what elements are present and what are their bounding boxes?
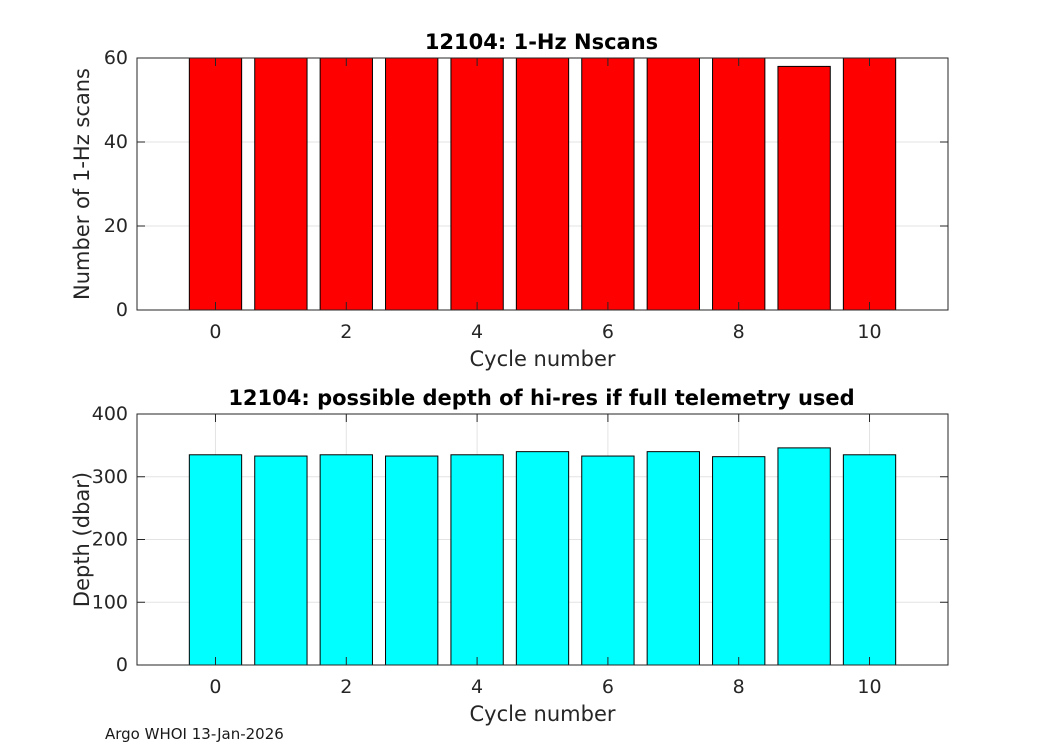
nscans-bar — [581, 57, 635, 311]
nscans-x-tick-label: 0 — [209, 321, 221, 343]
depth-y-tick-label: 100 — [92, 591, 128, 613]
nscans-bar — [385, 57, 439, 311]
nscans-x-tick-label: 4 — [471, 321, 483, 343]
nscans-bar — [188, 57, 243, 311]
depth-x-tick-label: 8 — [733, 676, 745, 698]
depth-bar — [712, 456, 766, 666]
footer-credit: Argo WHOI 13-Jan-2026 — [105, 725, 284, 743]
nscans-x-tick-label: 10 — [857, 321, 881, 343]
nscans-y-axis-label: Number of 1-Hz scans — [70, 68, 94, 300]
nscans-y-tick-label: 20 — [104, 215, 128, 237]
depth-y-tick-label: 200 — [92, 529, 128, 551]
depth-x-tick-label: 10 — [857, 676, 881, 698]
depth-bar — [254, 455, 308, 666]
nscans-y-tick-label: 40 — [104, 131, 128, 153]
depth-x-tick-label: 4 — [471, 676, 483, 698]
depth-x-tick-label: 6 — [602, 676, 614, 698]
depth-y-axis-label: Depth (dbar) — [70, 472, 94, 607]
nscans-x-tick-label: 8 — [733, 321, 745, 343]
depth-bar — [385, 455, 439, 666]
nscans-bar — [319, 57, 373, 311]
nscans-x-axis-label: Cycle number — [469, 347, 615, 371]
nscans-bar — [712, 57, 766, 311]
depth-y-tick-label: 0 — [116, 654, 128, 676]
depth-bar — [188, 454, 243, 666]
depth-x-tick-label: 2 — [340, 676, 352, 698]
nscans-chart-title: 12104: 1-Hz Nscans — [425, 30, 658, 54]
depth-bar — [777, 447, 831, 666]
nscans-bar — [777, 65, 831, 311]
nscans-bar — [450, 57, 504, 311]
depth-bar — [450, 454, 504, 666]
depth-chart-title: 12104: possible depth of hi-res if full … — [228, 386, 854, 410]
nscans-bar — [842, 57, 897, 311]
depth-x-axis-label: Cycle number — [469, 702, 615, 726]
nscans-bar — [646, 57, 700, 311]
nscans-bar — [515, 57, 570, 311]
nscans-x-tick-label: 2 — [340, 321, 352, 343]
depth-y-tick-label: 300 — [92, 466, 128, 488]
nscans-axes-frame — [136, 57, 949, 311]
nscans-x-tick-label: 6 — [602, 321, 614, 343]
depth-y-tick-label: 400 — [92, 403, 128, 425]
depth-bar — [842, 454, 897, 666]
depth-chart: 0 100 200 300 400 0 2 4 6 8 10 Cycle number Depth (d… — [70, 386, 949, 726]
depth-bar — [515, 451, 570, 666]
depth-bar — [581, 455, 635, 666]
nscans-chart: 0 20 40 60 0 2 4 6 8 10 Cycle number Number of 1-Hz… — [70, 30, 949, 371]
nscans-y-tick-label: 60 — [104, 47, 128, 69]
depth-bar — [319, 454, 373, 666]
depth-bar — [646, 451, 700, 666]
nscans-bar — [254, 57, 308, 311]
depth-x-tick-label: 0 — [209, 676, 221, 698]
nscans-y-tick-label: 0 — [116, 299, 128, 321]
